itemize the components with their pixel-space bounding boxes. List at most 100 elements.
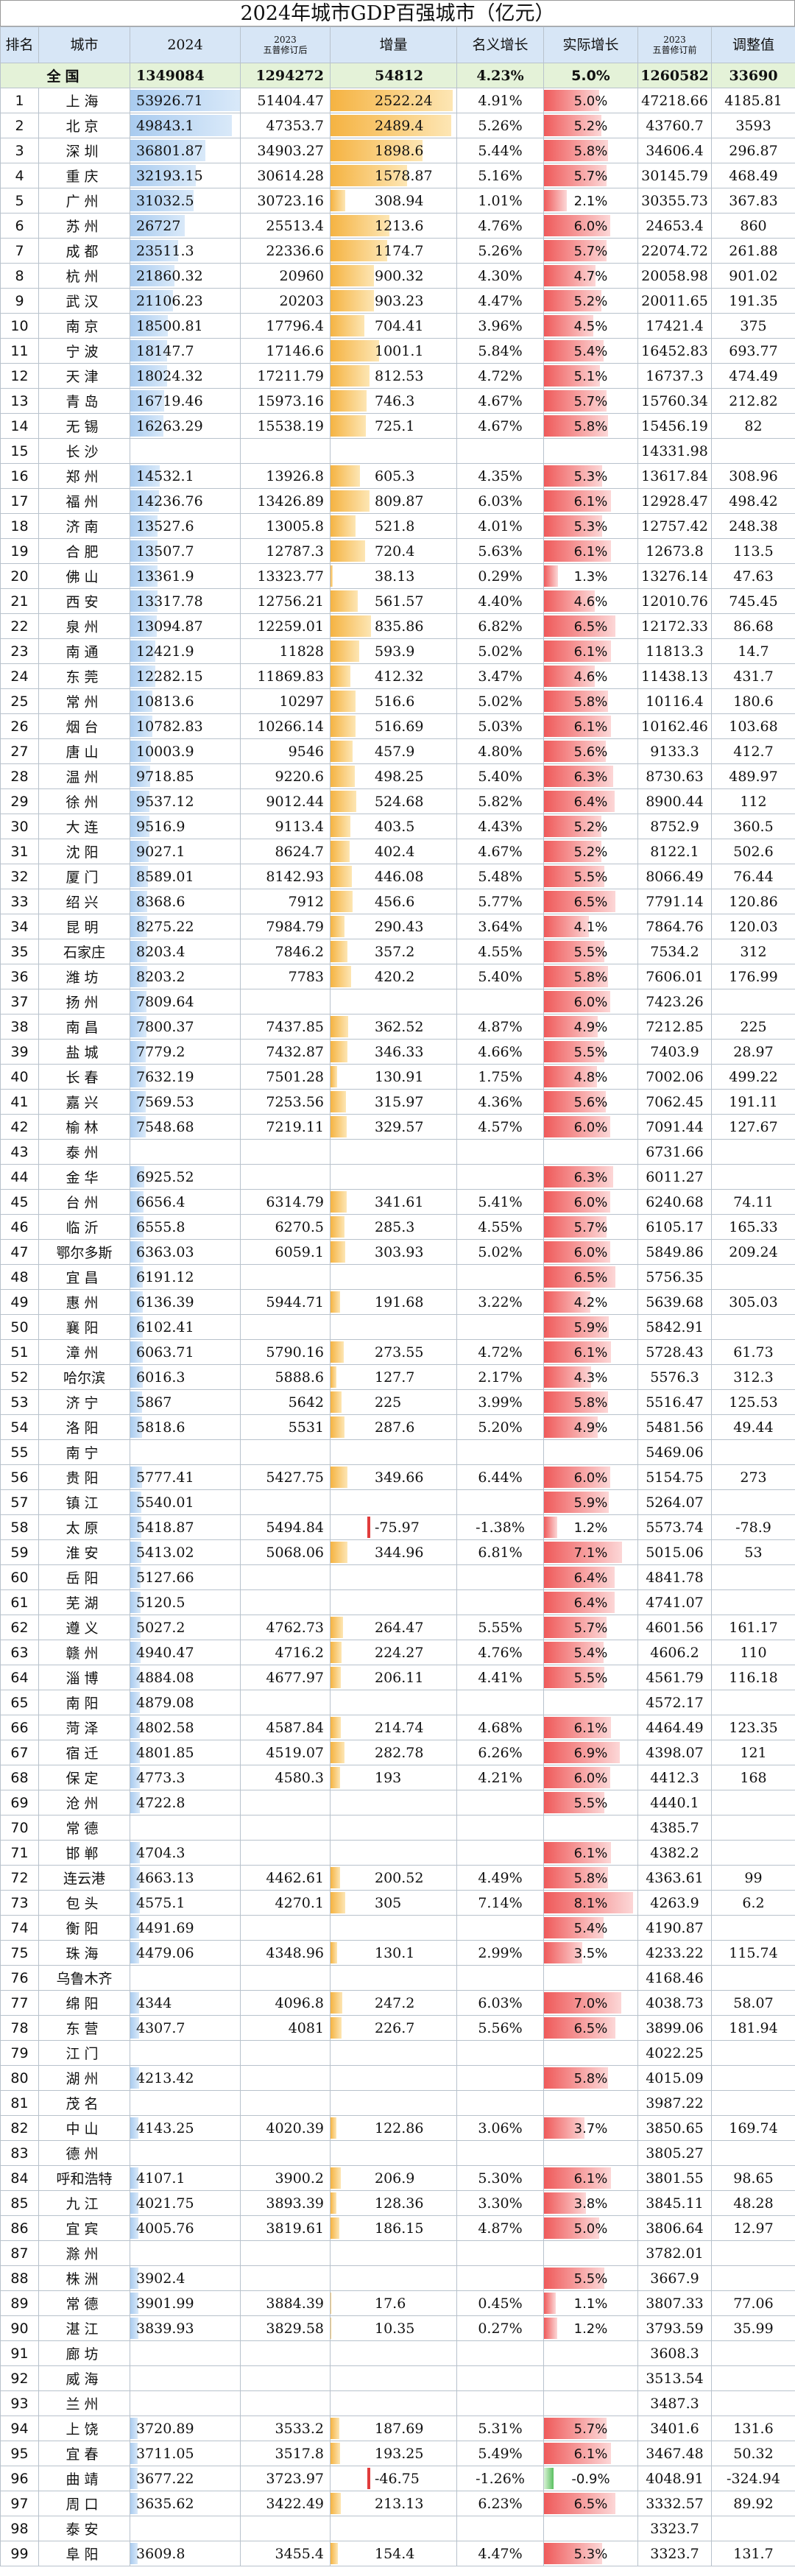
adjustment-value: 248.38 bbox=[729, 518, 778, 534]
increase-bar bbox=[331, 340, 379, 361]
rank-value: 63 bbox=[10, 1644, 29, 1661]
gdp-2023-original-cell: 4382.2 bbox=[637, 1840, 712, 1866]
adjustment-cell: 121 bbox=[711, 1740, 795, 1765]
rank-value: 45 bbox=[10, 1193, 29, 1210]
adjustment-value: 412.7 bbox=[733, 743, 774, 760]
rank-cell: 28 bbox=[0, 763, 39, 789]
nominal-growth-cell: 4.30% bbox=[456, 263, 544, 289]
gdp-2023-original-value: 3850.65 bbox=[646, 2120, 704, 2136]
gdp-bar bbox=[130, 1992, 139, 2014]
table-row: 41 嘉兴 7569.53 7253.56 315.97 4.36% 5.6% 7062.45… bbox=[0, 1089, 795, 1115]
city-cell: 郑州 bbox=[38, 463, 130, 489]
gdp-2023-original-value: 7791.14 bbox=[646, 893, 704, 910]
adjustment-value: 468.49 bbox=[729, 167, 778, 184]
gdp-2024-cell: 1349084 bbox=[130, 63, 241, 88]
gdp-bar bbox=[130, 465, 160, 487]
gdp-2024-cell: 16263.29 bbox=[130, 413, 241, 439]
gdp-2023-revised-value: 20960 bbox=[279, 267, 324, 284]
increase-bar bbox=[331, 90, 453, 111]
city-value: 保定 bbox=[66, 1771, 103, 1787]
increase-cell: 122.86 bbox=[330, 2115, 457, 2141]
city-cell: 长沙 bbox=[38, 438, 130, 464]
gdp-2024-cell: 13094.87 bbox=[130, 613, 241, 639]
gdp-2024-value: 26727 bbox=[136, 217, 181, 234]
rank-value: 55 bbox=[10, 1444, 29, 1461]
gdp-bar bbox=[130, 2318, 138, 2339]
gdp-2023-original-cell: 3987.22 bbox=[637, 2090, 712, 2116]
growth-bar bbox=[544, 2318, 557, 2339]
increase-cell: 2489.4 bbox=[330, 113, 457, 138]
gdp-2023-original-cell: 5573.74 bbox=[637, 1514, 712, 1540]
real-growth-cell: 5.6% bbox=[543, 1089, 638, 1115]
city-value: 廊坊 bbox=[66, 2346, 103, 2362]
rank-value: 33 bbox=[10, 893, 29, 910]
gdp-2023-revised-value: 3900.2 bbox=[275, 2170, 324, 2187]
real-growth-cell: 6.1% bbox=[543, 1840, 638, 1866]
table-row: 70 常德 4385.7 bbox=[0, 1815, 795, 1841]
gdp-bar bbox=[130, 240, 178, 261]
nominal-growth-cell: 4.55% bbox=[456, 1214, 544, 1240]
gdp-2024-value: 8275.22 bbox=[136, 918, 194, 935]
nominal-growth-value: 4.35% bbox=[478, 467, 523, 484]
city-cell: 潍坊 bbox=[38, 964, 130, 989]
adjustment-value: 110 bbox=[740, 1644, 767, 1661]
gdp-2024-value: 6363.03 bbox=[136, 1243, 194, 1260]
real-growth-cell: 5.1% bbox=[543, 363, 638, 389]
gdp-2023-revised-cell: 47353.7 bbox=[240, 113, 331, 138]
gdp-2023-revised-value: 8142.93 bbox=[266, 868, 324, 885]
gdp-2023-original-cell: 43760.7 bbox=[637, 113, 712, 138]
adjustment-value: 499.22 bbox=[729, 1068, 778, 1085]
adjustment-cell: 35.99 bbox=[711, 2315, 795, 2341]
adjustment-cell bbox=[711, 1815, 795, 1841]
adjustment-cell: 113.5 bbox=[711, 538, 795, 564]
gdp-2023-original-value: 6105.17 bbox=[646, 1218, 704, 1235]
real-growth-cell: 4.1% bbox=[543, 914, 638, 939]
increase-value: 247.2 bbox=[375, 1994, 415, 2011]
gdp-2024-cell: 4801.85 bbox=[130, 1740, 241, 1765]
increase-cell: 561.57 bbox=[330, 588, 457, 614]
real-growth-value: 5.6% bbox=[573, 744, 608, 760]
gdp-2023-original-cell: 14331.98 bbox=[637, 438, 712, 464]
gdp-2024-cell: 6136.39 bbox=[130, 1289, 241, 1315]
table-row: 36 潍坊 8203.2 7783 420.2 5.40% 5.8% 7606.01 176.9… bbox=[0, 964, 795, 989]
real-growth-value: 5.2% bbox=[573, 844, 608, 860]
increase-bar bbox=[331, 2493, 342, 2514]
gdp-bar bbox=[130, 415, 163, 437]
adjustment-value: 28.97 bbox=[733, 1043, 774, 1060]
rank-cell: 31 bbox=[0, 839, 39, 864]
rank-value: 5 bbox=[15, 192, 24, 209]
city-value: 连云港 bbox=[63, 1871, 105, 1887]
increase-cell: 128.36 bbox=[330, 2190, 457, 2216]
real-growth-cell: 6.5% bbox=[543, 2491, 638, 2516]
gdp-2023-original-cell: 17421.4 bbox=[637, 313, 712, 339]
city-cell: 泰安 bbox=[38, 2516, 130, 2541]
nominal-growth-value: 6.44% bbox=[478, 1469, 523, 1486]
city-value: 兰州 bbox=[66, 2396, 103, 2413]
city-cell: 惠州 bbox=[38, 1289, 130, 1315]
nominal-growth-cell: 3.64% bbox=[456, 914, 544, 939]
gdp-2023-original-value: 4601.56 bbox=[646, 1619, 704, 1636]
gdp-2024-value: 8203.4 bbox=[136, 943, 186, 960]
nominal-growth-cell: 5.49% bbox=[456, 2441, 544, 2466]
city-value: 济南 bbox=[66, 519, 103, 535]
table-row: 40 长春 7632.19 7501.28 130.91 1.75% 4.8% 7002.06… bbox=[0, 1064, 795, 1090]
gdp-2024-cell: 10782.83 bbox=[130, 713, 241, 739]
gdp-bar bbox=[130, 2543, 138, 2564]
city-value: 威海 bbox=[66, 2371, 103, 2388]
adjustment-cell: 312 bbox=[711, 939, 795, 964]
gdp-2023-original-value: 5842.91 bbox=[646, 1319, 704, 1335]
gdp-2023-revised-value: 13005.8 bbox=[266, 518, 324, 534]
gdp-bar bbox=[130, 2418, 138, 2439]
table-row: 57 镇江 5540.01 5.9% 5264.07 bbox=[0, 1489, 795, 1515]
real-growth-cell: 1.2% bbox=[543, 2315, 638, 2341]
real-growth-cell bbox=[543, 438, 638, 464]
nominal-growth-value: 6.82% bbox=[478, 618, 523, 635]
gdp-2024-value: 9516.9 bbox=[136, 818, 186, 835]
city-value: 泰州 bbox=[66, 1145, 103, 1161]
real-growth-cell: 6.0% bbox=[543, 213, 638, 239]
table-row: 85 九江 4021.75 3893.39 128.36 3.30% 3.8% 3845.11… bbox=[0, 2190, 795, 2216]
gdp-2024-value: 12282.15 bbox=[136, 668, 203, 685]
gdp-2024-value: 6555.8 bbox=[136, 1218, 186, 1235]
gdp-2023-original-value: 4841.78 bbox=[646, 1569, 704, 1586]
increase-value: 1578.87 bbox=[375, 167, 433, 184]
